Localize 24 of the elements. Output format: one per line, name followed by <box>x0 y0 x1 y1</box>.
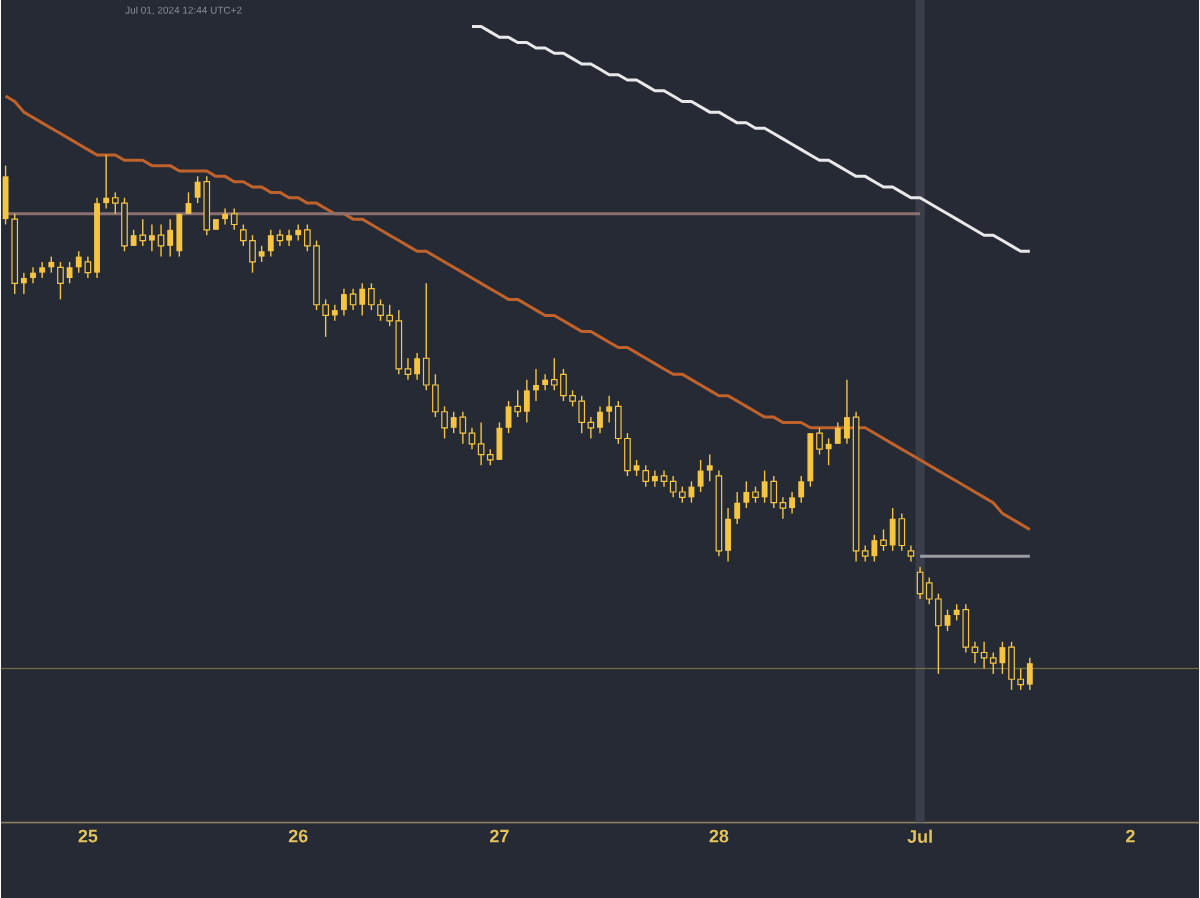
candlestick <box>770 474 778 509</box>
candlestick <box>907 544 915 562</box>
candlestick <box>734 491 741 525</box>
candlestick <box>642 464 650 488</box>
candlestick <box>459 410 467 445</box>
candlestick <box>533 367 539 402</box>
candlestick <box>798 474 805 504</box>
candlestick <box>706 453 713 482</box>
x-tick-label: 2 <box>1126 829 1135 842</box>
candlestick <box>349 287 357 311</box>
candlestick <box>962 603 970 653</box>
candlestick <box>39 260 46 279</box>
candlestick <box>30 266 36 284</box>
x-tick-label: 26 <box>288 829 308 843</box>
x-tick-label: 27 <box>490 829 509 842</box>
candlestick <box>898 512 906 552</box>
candlestick <box>139 218 147 247</box>
candlestick <box>230 207 238 231</box>
x-tick-label: Jul <box>907 829 932 843</box>
candlestick <box>989 651 997 675</box>
candlestick <box>697 458 704 493</box>
x-tick-label: 28 <box>709 829 729 843</box>
x-tick-label: 25 <box>78 829 98 843</box>
candlestick <box>157 223 165 258</box>
